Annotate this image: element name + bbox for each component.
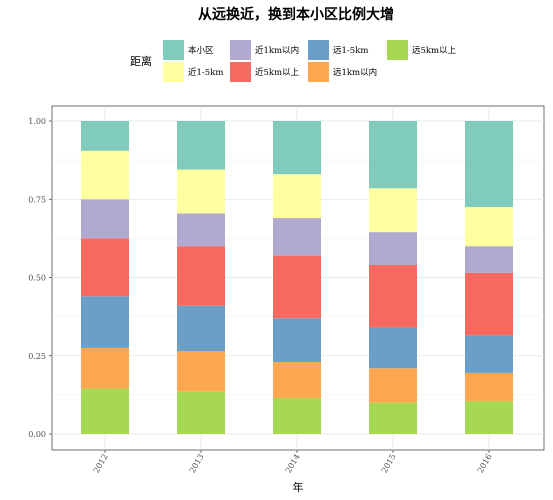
- legend-item: 近5km以上: [230, 62, 300, 82]
- bar-segment: [369, 121, 417, 189]
- bar-segment: [273, 362, 321, 399]
- x-axis-title: 年: [293, 480, 304, 494]
- bar-segment: [81, 347, 129, 389]
- y-tick-label: 0.50: [28, 274, 46, 283]
- bar-segment: [177, 351, 225, 392]
- bar-segment: [273, 174, 321, 219]
- legend-label: 本小区: [188, 45, 214, 56]
- bar-segment: [81, 296, 129, 348]
- legend-label: 近5km以上: [255, 67, 300, 78]
- legend-item: 本小区: [163, 40, 214, 60]
- chart-title: 从远换近，换到本小区比例大增: [198, 6, 394, 23]
- legend-label: 远5km以上: [412, 46, 457, 56]
- legend-item: 远1km以内: [308, 62, 377, 82]
- legend-swatch: [308, 62, 329, 82]
- legend-label: 远1km以内: [333, 67, 377, 78]
- bar-segment: [465, 272, 513, 336]
- bar-segment: [465, 246, 513, 273]
- bar-segment: [81, 150, 129, 200]
- x-tick-label: 2014: [284, 453, 302, 475]
- y-tick-label: 1.00: [28, 117, 46, 126]
- y-axis: 0.00 0.25 0.50 0.75 1.00: [28, 117, 52, 439]
- bar-segment: [369, 402, 417, 434]
- x-tick-label: 2016: [476, 453, 494, 475]
- bar-segment: [177, 121, 225, 170]
- bar-segment: [177, 246, 225, 306]
- bar-segment: [273, 218, 321, 256]
- bar-segment: [465, 335, 513, 373]
- bar-segment: [177, 169, 225, 214]
- x-tick-label: 2012: [92, 453, 110, 475]
- legend-swatch: [387, 40, 408, 60]
- legend-swatch: [163, 40, 184, 60]
- bar-segment: [273, 255, 321, 319]
- y-tick-label: 0.00: [28, 430, 46, 439]
- bars: [81, 121, 513, 434]
- bar-segment: [369, 327, 417, 369]
- legend-label: 远1-5km: [333, 46, 368, 56]
- bar-segment: [465, 372, 513, 402]
- bar-segment: [465, 207, 513, 247]
- x-tick-label: 2015: [380, 453, 398, 475]
- bar-segment: [81, 238, 129, 297]
- bar-segment: [81, 388, 129, 434]
- x-tick-label: 2013: [188, 453, 206, 475]
- legend-swatch: [308, 40, 329, 60]
- legend-item: 近1km以内: [230, 40, 299, 60]
- bar-segment: [81, 199, 129, 239]
- legend-item: 远5km以上: [387, 40, 457, 60]
- y-tick-label: 0.75: [28, 195, 46, 204]
- bar-segment: [369, 188, 417, 233]
- x-axis: 2012 2013 2014 2015 2016: [92, 450, 494, 475]
- bar-segment: [369, 264, 417, 328]
- legend-swatch: [230, 62, 251, 82]
- legend-item: 近1-5km: [163, 62, 223, 82]
- legend-swatch: [163, 62, 184, 82]
- bar-segment: [273, 121, 321, 175]
- bar-segment: [177, 305, 225, 352]
- bar-segment: [177, 391, 225, 434]
- bar-segment: [465, 121, 513, 208]
- bar-segment: [465, 401, 513, 434]
- legend-swatch: [230, 40, 251, 60]
- legend-label: 近1km以内: [255, 45, 299, 56]
- bar-segment: [369, 232, 417, 265]
- legend-item: 远1-5km: [308, 40, 368, 60]
- legend-label: 近1-5km: [188, 67, 223, 78]
- y-tick-label: 0.25: [28, 352, 46, 361]
- legend-title: 距离: [130, 54, 152, 68]
- bar-segment: [273, 318, 321, 363]
- bar-segment: [177, 213, 225, 247]
- bar-segment: [81, 121, 129, 151]
- bar-segment: [369, 368, 417, 403]
- bar-segment: [273, 398, 321, 434]
